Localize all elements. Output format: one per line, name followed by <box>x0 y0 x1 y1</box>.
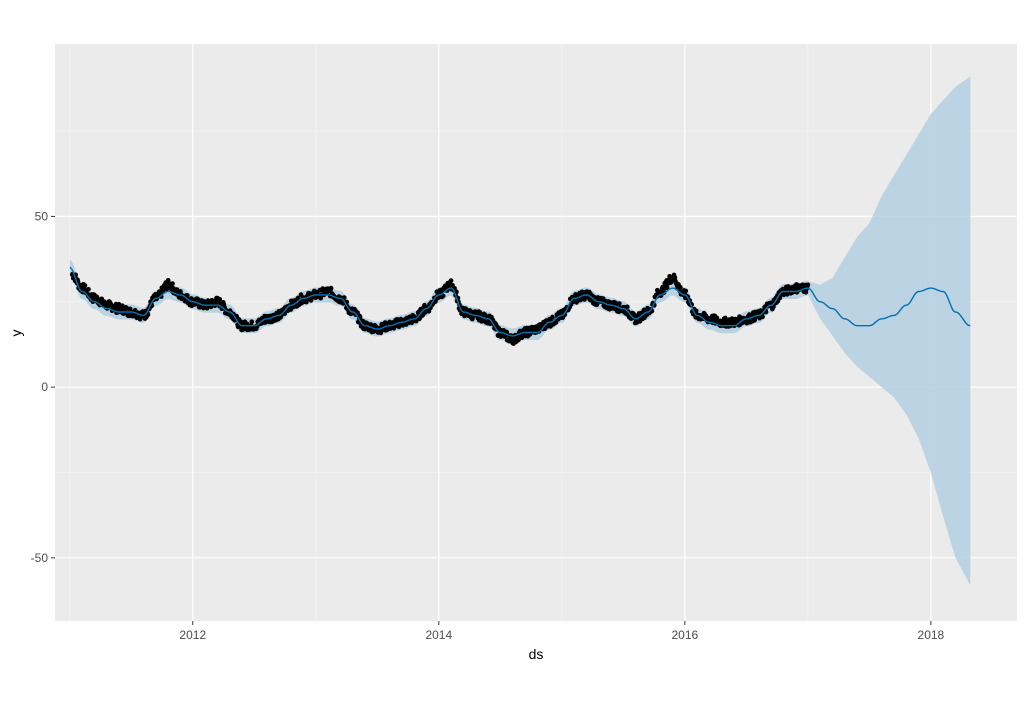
actual-data-point <box>578 297 583 303</box>
actual-data-point <box>185 293 190 298</box>
actual-data-point <box>170 281 175 286</box>
actual-data-point <box>482 312 488 318</box>
actual-data-point <box>448 278 454 283</box>
actual-data-point <box>683 288 689 294</box>
actual-data-point <box>722 315 728 321</box>
x-axis: 2012 2014 2016 2018 <box>179 621 945 642</box>
x-tick-label: 2018 <box>918 628 945 642</box>
actual-data-point <box>304 299 309 305</box>
actual-data-point <box>805 282 811 288</box>
uncertainty-band-layer <box>69 76 971 586</box>
actual-data-point <box>355 310 360 315</box>
actual-data-point <box>328 285 334 291</box>
y-axis-title: y <box>8 330 24 337</box>
y-tick-label: 50 <box>35 209 49 223</box>
forecast-line-layer <box>69 266 971 337</box>
actual-data-point <box>159 294 164 299</box>
y-tick-label: 0 <box>41 380 48 394</box>
actual-data-point <box>664 285 670 291</box>
actual-data-point <box>550 314 555 320</box>
actual-data-point <box>217 297 223 302</box>
x-tick-label: 2016 <box>672 628 699 642</box>
actual-data-point <box>613 300 619 306</box>
forecast-line <box>69 266 971 337</box>
actual-data-point <box>440 293 446 299</box>
actual-data-point <box>760 314 765 320</box>
x-tick-label: 2012 <box>179 628 206 642</box>
actual-data-point <box>625 304 630 310</box>
x-tick-label: 2014 <box>425 628 452 642</box>
actual-data-point <box>617 301 622 306</box>
forecast-uncertainty-band <box>807 76 971 586</box>
actual-data-point <box>672 275 678 280</box>
y-axis: -50 0 50 <box>31 209 55 565</box>
historical-uncertainty-band <box>69 260 808 344</box>
actual-data-point <box>426 309 432 314</box>
actual-data-point <box>244 321 250 327</box>
actual-data-point <box>374 324 379 330</box>
actual-data-point <box>249 319 255 325</box>
actual-data-point <box>342 295 347 300</box>
actual-data-point <box>86 286 91 292</box>
actual-data-point <box>562 312 568 317</box>
actual-data-point <box>82 283 88 288</box>
y-tick-label: -50 <box>31 551 49 565</box>
x-axis-title: ds <box>529 646 544 662</box>
actual-data-point <box>678 285 683 290</box>
